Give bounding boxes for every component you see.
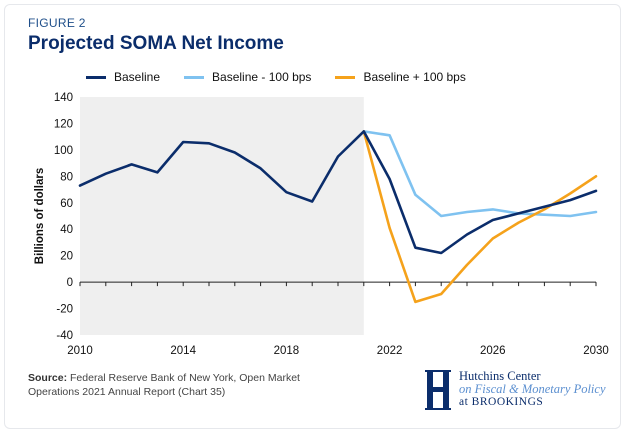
figure-label: FIGURE 2	[28, 16, 86, 30]
hutchins-logo-icon	[425, 370, 451, 410]
y-tick-label: 140	[54, 92, 73, 104]
series-line-baseline-plus-100	[362, 130, 598, 304]
source-text: Federal Reserve Bank of New York, Open M…	[28, 372, 300, 398]
x-tick-label: 2022	[377, 345, 403, 357]
legend-item-baseline: Baseline	[86, 70, 160, 84]
chart-title: Projected SOMA Net Income	[28, 33, 284, 54]
legend-item-baseline-minus-100: Baseline - 100 bps	[184, 70, 311, 84]
y-tick-label: 120	[54, 118, 73, 130]
x-tick-label: 2014	[170, 345, 196, 357]
x-tick-label: 2018	[274, 345, 300, 357]
legend-swatch-baseline	[86, 75, 106, 79]
brand-line-1: Hutchins Center	[459, 369, 541, 383]
y-tick-label: 20	[60, 251, 73, 263]
x-tick-label: 2030	[583, 345, 609, 357]
x-tick-label: 2010	[67, 345, 93, 357]
y-tick-label: 40	[60, 224, 73, 236]
legend-label-baseline-minus-100: Baseline - 100 bps	[212, 70, 312, 84]
chart-legend: Baseline Baseline - 100 bps Baseline + 1…	[86, 70, 490, 84]
figure-frame	[4, 4, 621, 429]
series-line-baseline-minus-100	[362, 130, 598, 218]
y-tick-label: 0	[67, 277, 73, 289]
legend-item-baseline-plus-100: Baseline + 100 bps	[335, 70, 466, 84]
y-tick-label: -40	[56, 330, 73, 342]
source-note: Source: Federal Reserve Bank of New York…	[28, 371, 348, 399]
series-line-baseline	[78, 130, 598, 255]
historical-shaded-region	[80, 97, 364, 335]
legend-swatch-baseline-plus-100	[335, 75, 356, 79]
brand-line-2: on Fiscal & Monetary Policy	[459, 382, 606, 396]
y-tick-label: 100	[54, 145, 73, 157]
brand-line-3: at BROOKINGS	[459, 396, 544, 408]
x-tick-label: 2026	[480, 345, 506, 357]
brand-block: Hutchins Center on Fiscal & Monetary Pol…	[425, 370, 606, 410]
legend-swatch-baseline-minus-100	[184, 75, 205, 79]
y-tick-label: 80	[60, 171, 73, 183]
source-label: Source:	[28, 372, 68, 384]
legend-label-baseline: Baseline	[114, 70, 161, 84]
y-axis-title: Billions of dollars	[34, 168, 46, 264]
y-tick-label: 60	[60, 198, 73, 210]
legend-label-baseline-plus-100: Baseline + 100 bps	[363, 70, 466, 84]
y-tick-label: -20	[56, 304, 73, 316]
